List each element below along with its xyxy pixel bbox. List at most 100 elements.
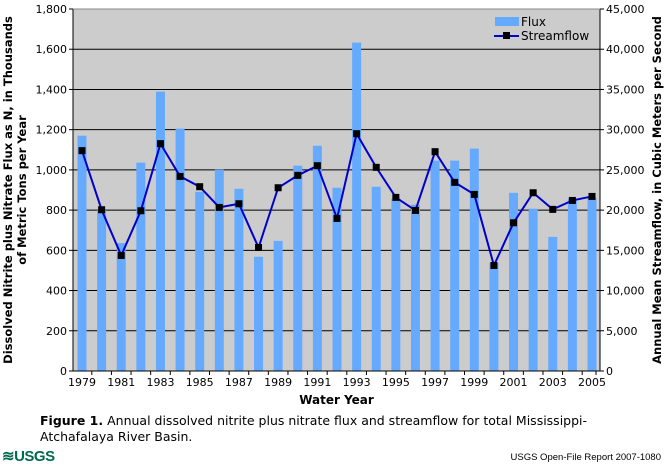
right-tick-label: 15,000 bbox=[606, 244, 645, 257]
flux-bar bbox=[77, 135, 87, 371]
flux-bar bbox=[175, 128, 185, 371]
flux-bar bbox=[332, 187, 342, 371]
flux-bar bbox=[234, 188, 244, 371]
left-axis-title: Dissolved Nitrite plus Nitrate Flux as N… bbox=[1, 16, 29, 364]
right-tick-label: 0 bbox=[606, 365, 613, 378]
streamflow-marker bbox=[313, 162, 321, 170]
flux-bar bbox=[450, 160, 460, 371]
flux-bar bbox=[371, 186, 381, 371]
left-tick-label: 0 bbox=[60, 365, 67, 378]
streamflow-marker bbox=[137, 207, 145, 215]
flux-bar bbox=[312, 145, 322, 371]
flux-bar bbox=[136, 162, 146, 371]
flux-bar bbox=[509, 192, 519, 371]
caption-label: Figure 1. bbox=[40, 413, 104, 428]
flux-bar bbox=[116, 243, 126, 371]
x-tick-label: 1999 bbox=[460, 376, 488, 389]
x-tick-label: 1991 bbox=[303, 376, 331, 389]
right-tick-label: 35,000 bbox=[606, 83, 645, 96]
figure-caption: Figure 1. Annual dissolved nitrite plus … bbox=[40, 413, 640, 445]
streamflow-marker bbox=[353, 130, 361, 138]
flux-bar bbox=[567, 198, 577, 371]
flux-bar bbox=[410, 204, 420, 371]
flux-bar bbox=[489, 262, 499, 371]
x-tick-label: 1995 bbox=[382, 376, 410, 389]
streamflow-marker bbox=[510, 219, 518, 227]
x-tick-label: 1981 bbox=[107, 376, 135, 389]
flux-bar bbox=[469, 148, 479, 371]
streamflow-marker bbox=[411, 206, 419, 214]
streamflow-marker bbox=[117, 251, 125, 259]
caption-text: Annual dissolved nitrite plus nitrate fl… bbox=[40, 413, 588, 444]
streamflow-marker bbox=[196, 183, 204, 191]
flux-bar bbox=[528, 208, 538, 371]
right-tick-label: 10,000 bbox=[606, 285, 645, 298]
right-tick-label: 45,000 bbox=[606, 3, 645, 16]
left-tick-label: 1,200 bbox=[36, 124, 68, 137]
left-tick-label: 1,400 bbox=[36, 83, 68, 96]
streamflow-marker bbox=[451, 178, 459, 186]
flux-bar bbox=[97, 210, 107, 371]
right-tick-label: 30,000 bbox=[606, 124, 645, 137]
flux-bar bbox=[293, 165, 303, 371]
streamflow-marker bbox=[176, 172, 184, 180]
x-tick-label: 1979 bbox=[68, 376, 96, 389]
x-tick-label: 2003 bbox=[539, 376, 567, 389]
usgs-logo: ≋USGS bbox=[2, 448, 55, 465]
streamflow-marker bbox=[294, 171, 302, 179]
flux-bar bbox=[352, 42, 362, 371]
flux-bar bbox=[548, 236, 558, 371]
right-tick-label: 40,000 bbox=[606, 43, 645, 56]
flux-bar bbox=[391, 198, 401, 371]
left-tick-label: 1,000 bbox=[36, 164, 68, 177]
right-tick-label: 25,000 bbox=[606, 164, 645, 177]
streamflow-marker bbox=[549, 205, 557, 213]
streamflow-marker bbox=[431, 148, 439, 156]
report-id: USGS Open-File Report 2007-1080 bbox=[510, 452, 662, 463]
x-tick-label: 1985 bbox=[186, 376, 214, 389]
right-axis-title: Annual Mean Streamflow, in Cubic Meters … bbox=[650, 16, 664, 364]
streamflow-marker bbox=[470, 190, 478, 198]
left-tick-label: 1,800 bbox=[36, 3, 68, 16]
legend-flux-swatch bbox=[495, 17, 519, 26]
legend-streamflow-marker bbox=[503, 32, 510, 39]
streamflow-marker bbox=[372, 163, 380, 171]
right-tick-label: 20,000 bbox=[606, 204, 645, 217]
streamflow-marker bbox=[588, 192, 596, 200]
flux-bar bbox=[155, 91, 165, 371]
left-tick-label: 200 bbox=[46, 325, 67, 338]
legend-streamflow-label: Streamflow bbox=[521, 29, 589, 43]
flux-bar bbox=[214, 169, 224, 371]
left-tick-label: 400 bbox=[46, 285, 67, 298]
streamflow-marker bbox=[392, 193, 400, 201]
flux-bar bbox=[254, 256, 264, 371]
chart: 0 0 200 5,000 400 10,000 600 15,000 800 20,000 1,0… bbox=[1, 3, 664, 407]
legend-flux-label: Flux bbox=[521, 15, 546, 29]
streamflow-marker bbox=[215, 203, 223, 211]
streamflow-marker bbox=[568, 196, 576, 204]
streamflow-marker bbox=[156, 140, 164, 148]
flux-bar bbox=[430, 160, 440, 371]
flux-bar bbox=[195, 191, 205, 371]
streamflow-marker bbox=[255, 244, 263, 252]
streamflow-marker bbox=[98, 206, 106, 214]
x-tick-label: 1983 bbox=[146, 376, 174, 389]
x-tick-label: 1997 bbox=[421, 376, 449, 389]
streamflow-marker bbox=[490, 261, 498, 269]
left-tick-label: 1,600 bbox=[36, 43, 68, 56]
flux-bar bbox=[587, 197, 597, 371]
flux-bar bbox=[273, 240, 283, 371]
left-tick-label: 600 bbox=[46, 244, 67, 257]
streamflow-marker bbox=[235, 200, 243, 208]
x-tick-label: 2005 bbox=[578, 376, 606, 389]
x-tick-label: 2001 bbox=[500, 376, 528, 389]
streamflow-marker bbox=[274, 184, 282, 192]
x-tick-label: 1987 bbox=[225, 376, 253, 389]
right-tick-label: 5,000 bbox=[606, 325, 638, 338]
x-axis-title: Water Year bbox=[299, 393, 374, 407]
streamflow-marker bbox=[333, 214, 341, 222]
x-tick-label: 1993 bbox=[343, 376, 371, 389]
streamflow-marker bbox=[529, 189, 537, 197]
x-tick-label: 1989 bbox=[264, 376, 292, 389]
left-tick-label: 800 bbox=[46, 204, 67, 217]
